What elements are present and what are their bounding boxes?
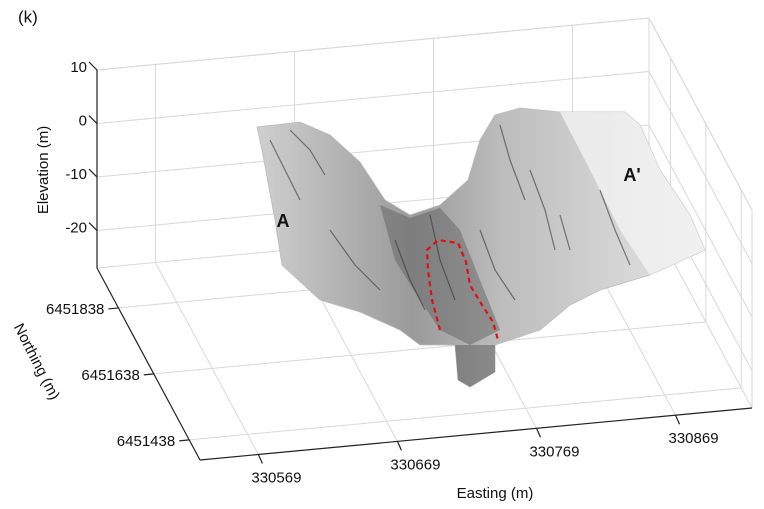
y-axis bbox=[96, 267, 201, 461]
terrain-shade bbox=[560, 112, 705, 275]
grid-line bbox=[648, 17, 753, 211]
y-tick bbox=[108, 307, 119, 310]
z-axis-label: Elevation (m) bbox=[35, 126, 52, 214]
x-tick-label: 330869 bbox=[668, 430, 718, 447]
z-tick bbox=[88, 115, 98, 124]
x-axis-label: Easting (m) bbox=[457, 485, 534, 502]
x-tick bbox=[257, 454, 263, 464]
z-tick-label: 0 bbox=[79, 112, 87, 129]
y-tick bbox=[179, 439, 190, 442]
annotation: A' bbox=[623, 165, 640, 185]
y-tick bbox=[143, 373, 154, 376]
x-tick bbox=[396, 441, 402, 451]
z-tick-label: -20 bbox=[65, 220, 87, 237]
y-tick-label: 6451838 bbox=[46, 301, 104, 318]
grid-line bbox=[648, 124, 753, 318]
terrain-shade bbox=[455, 345, 495, 387]
x-tick bbox=[535, 428, 542, 438]
grid-line bbox=[154, 262, 259, 455]
terrain-surface bbox=[256, 107, 706, 388]
grid-line bbox=[648, 71, 753, 264]
grid-line bbox=[96, 71, 650, 125]
grid-line bbox=[189, 387, 742, 441]
grid-line bbox=[153, 321, 706, 375]
z-tick-label: -10 bbox=[65, 166, 87, 183]
z-tick-label: 10 bbox=[70, 59, 87, 76]
z-tick bbox=[88, 168, 98, 178]
terrain-shade bbox=[380, 205, 500, 345]
z-tick bbox=[88, 222, 98, 231]
z-tick bbox=[88, 61, 98, 71]
annotation: A bbox=[277, 211, 290, 231]
panel-label: (k) bbox=[18, 7, 38, 26]
y-axis-label: Northing (m) bbox=[10, 321, 63, 403]
axes-layer: 330569 330669 330769 330869 6451438 6451638 64… bbox=[46, 59, 753, 486]
x-axis bbox=[199, 407, 753, 461]
x-tick-label: 330769 bbox=[529, 443, 579, 460]
terrain-streaks bbox=[269, 124, 631, 311]
x-tick bbox=[674, 414, 681, 425]
y-tick-label: 6451438 bbox=[117, 433, 175, 450]
x-tick-label: 330669 bbox=[390, 456, 440, 473]
highlight-outline bbox=[425, 238, 500, 341]
grid-line bbox=[96, 17, 650, 71]
y-tick-label: 6451638 bbox=[81, 367, 139, 384]
x-tick-label: 330569 bbox=[251, 469, 301, 486]
